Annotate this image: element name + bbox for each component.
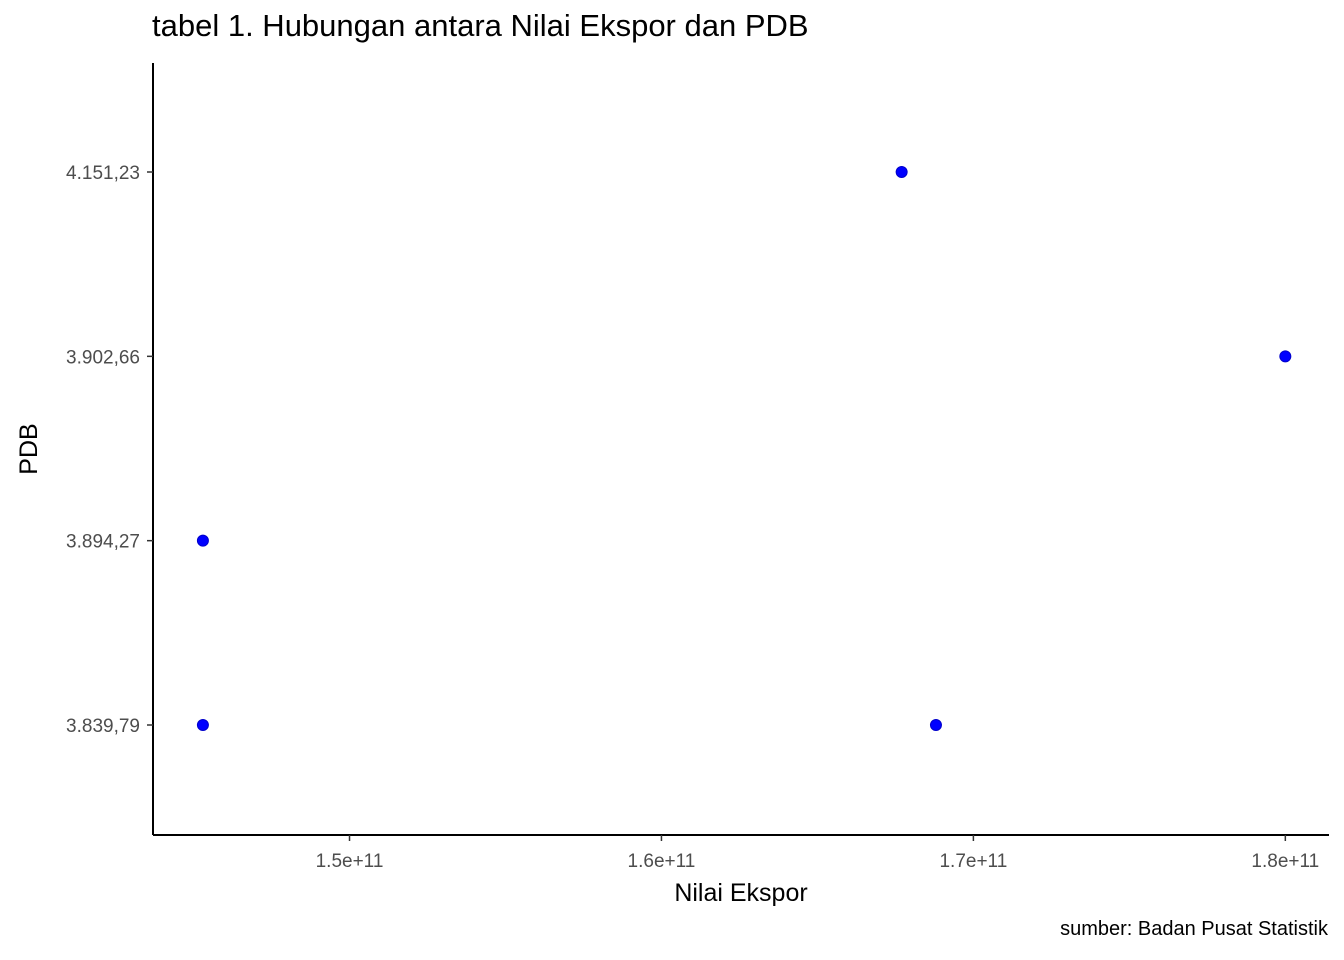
data-point <box>1279 350 1292 363</box>
x-axis-title: Nilai Ekspor <box>674 879 807 907</box>
data-point <box>196 719 209 731</box>
data-points <box>196 166 1292 731</box>
data-point <box>895 166 908 178</box>
y-tick-label: 3.839,79 <box>66 716 140 737</box>
y-tick-label: 3.894,27 <box>66 532 140 553</box>
x-tick-label: 1.7e+11 <box>939 851 1007 872</box>
y-tick-label: 4.151,23 <box>66 163 140 184</box>
chart-caption: sumber: Badan Pusat Statistik <box>1060 918 1328 940</box>
x-tick-label: 1.6e+11 <box>628 851 696 872</box>
data-point <box>929 719 942 731</box>
x-tick-label: 1.8e+11 <box>1251 851 1319 872</box>
axes: 1.5e+11 1.6e+11 1.7e+11 1.8e+11 3.839,79 3.89… <box>66 63 1329 872</box>
y-tick-label: 3.902,66 <box>66 347 140 368</box>
data-point <box>196 534 209 547</box>
y-axis-title: PDB <box>15 423 43 474</box>
chart-title: tabel 1. Hubungan antara Nilai Ekspor da… <box>152 8 809 43</box>
x-tick-label: 1.5e+11 <box>316 851 384 872</box>
